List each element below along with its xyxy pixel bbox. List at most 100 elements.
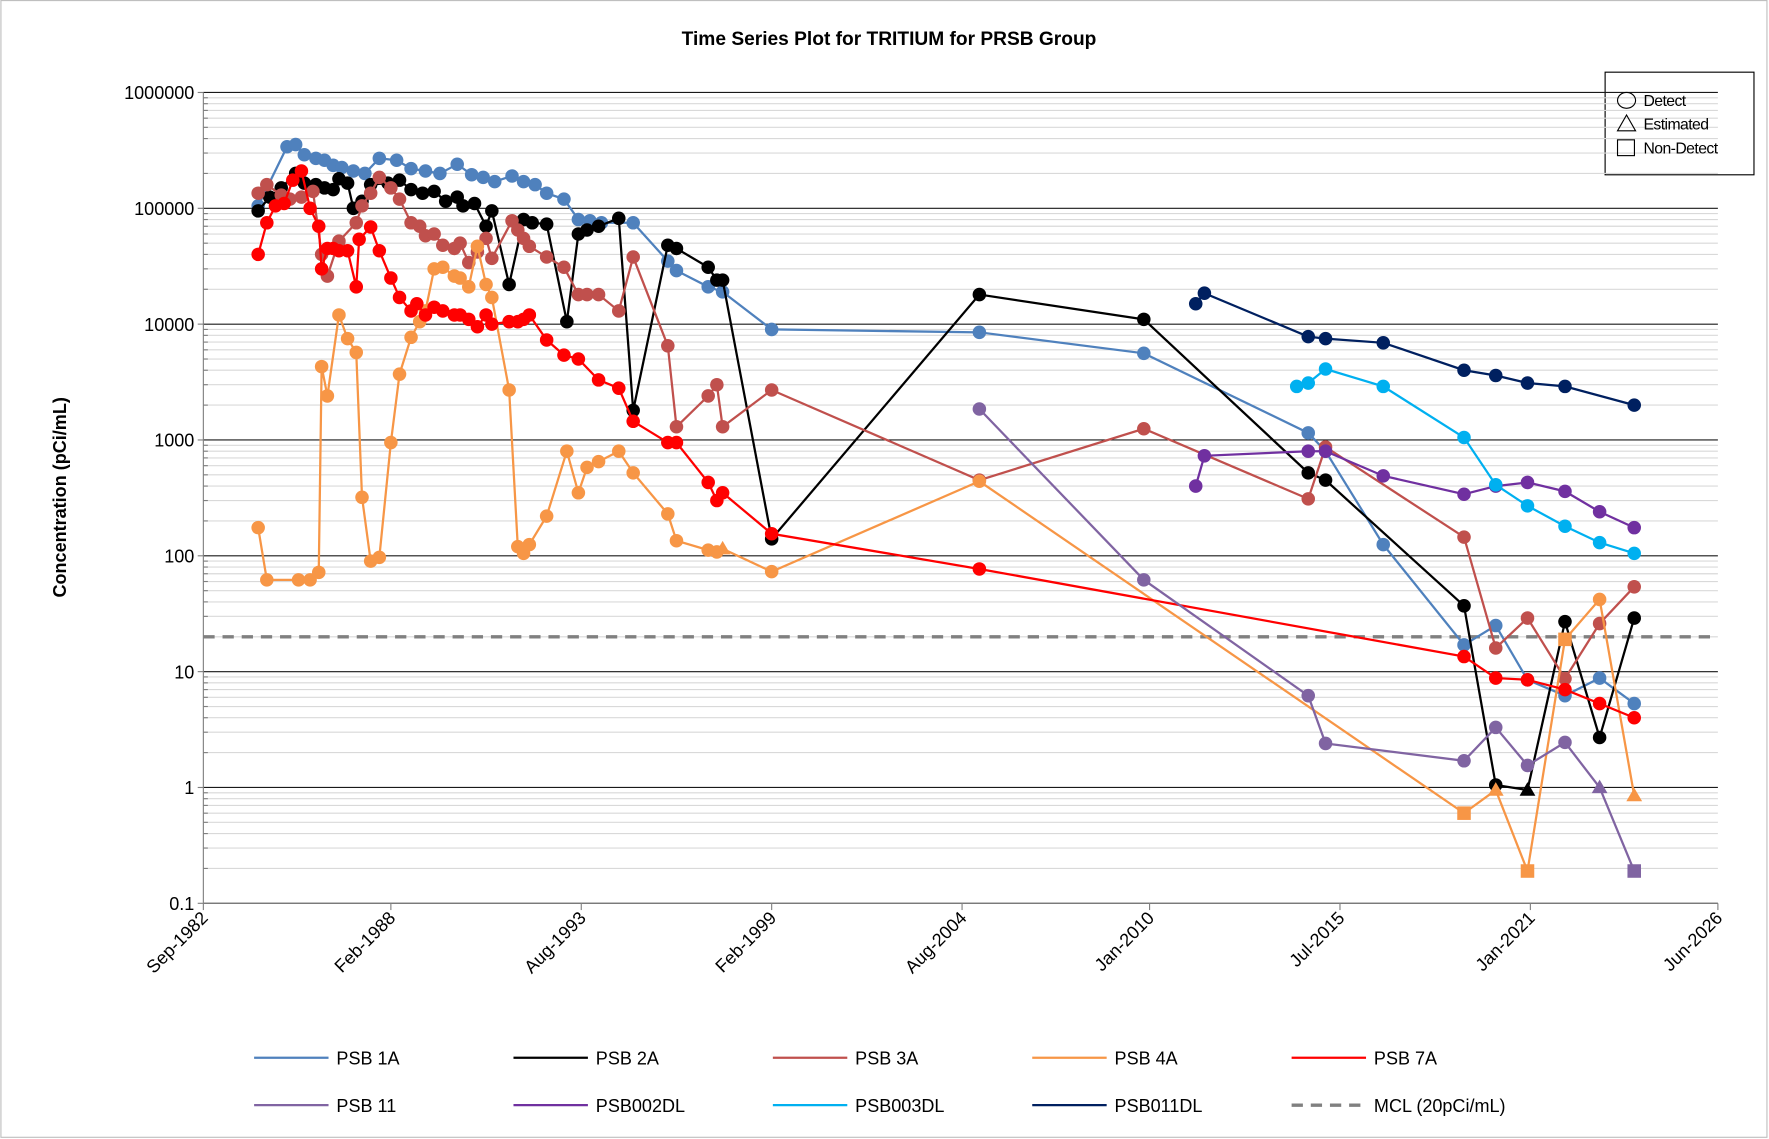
marker-detect <box>1627 580 1641 594</box>
marker-detect <box>404 330 418 345</box>
chart-title: Time Series Plot for TRITIUM for PRSB Gr… <box>682 29 1097 50</box>
marker-detect <box>1301 426 1316 440</box>
marker-detect <box>1558 682 1572 697</box>
marker-estimated <box>714 540 731 555</box>
marker-detect <box>314 262 329 276</box>
y-axis-title: Concentration (pCi/mL) <box>50 397 70 597</box>
marker-detect <box>453 236 467 250</box>
marker-detect <box>1488 478 1503 492</box>
marker-detect <box>612 381 626 395</box>
marker-detect <box>372 243 387 258</box>
series <box>251 164 1641 725</box>
marker-detect <box>1301 492 1316 506</box>
marker-detect <box>438 194 453 209</box>
marker-detect <box>476 170 490 185</box>
marker-detect <box>392 367 407 381</box>
marker-non-detect <box>1558 632 1572 647</box>
legend-label: PSB002DL <box>596 1096 685 1116</box>
marker-detect <box>314 359 329 374</box>
marker-detect <box>291 573 306 587</box>
marker-detect <box>591 287 606 302</box>
marker-detect <box>701 389 715 403</box>
marker-detect <box>340 176 355 190</box>
legend-label: PSB 3A <box>855 1049 918 1069</box>
marker-detect <box>384 435 398 450</box>
marker-detect <box>479 277 493 292</box>
marker-detect <box>1592 504 1607 519</box>
marker-detect <box>363 220 378 234</box>
marker-detect <box>669 241 684 256</box>
marker-detect <box>355 199 369 213</box>
marker-detect <box>436 238 450 252</box>
marker-detect <box>251 520 265 535</box>
marker-detect <box>972 402 987 416</box>
marker-detect <box>539 217 554 231</box>
marker-detect <box>456 199 470 213</box>
marker-detect <box>485 290 499 305</box>
marker-detect <box>1488 618 1503 633</box>
marker-detect <box>1376 469 1391 483</box>
marker-detect <box>1520 673 1535 687</box>
marker-detect <box>1197 286 1212 300</box>
marker-non-detect <box>1457 806 1471 820</box>
marker-detect <box>764 383 779 397</box>
marker-detect <box>1318 736 1333 751</box>
marker-detect <box>251 204 265 218</box>
marker-detect <box>461 280 476 294</box>
y-tick-label: 1 <box>184 778 194 798</box>
marker-detect <box>286 173 300 187</box>
marker-estimated <box>1487 782 1504 796</box>
marker-detect <box>1457 638 1471 652</box>
marker-detect <box>522 308 537 322</box>
marker-detect <box>580 460 594 475</box>
marker-legend-label: Non-Detect <box>1643 140 1718 157</box>
marker-detect <box>701 475 715 490</box>
marker-detect <box>294 164 309 178</box>
marker-detect <box>571 212 586 227</box>
marker-detect <box>352 232 366 247</box>
marker-detect <box>539 509 554 523</box>
marker-detect <box>1318 331 1333 346</box>
marker-detect <box>392 192 407 206</box>
marker-detect <box>502 277 516 292</box>
marker-detect <box>303 201 317 216</box>
marker-detect <box>715 486 730 500</box>
marker-detect <box>710 377 724 392</box>
marker-legend-label: Estimated <box>1643 117 1708 134</box>
marker-detect <box>1558 379 1572 394</box>
marker-non-detect <box>1520 864 1535 878</box>
series <box>1188 286 1641 412</box>
marker-detect <box>571 486 586 500</box>
marker-detect <box>1520 611 1535 625</box>
marker-detect <box>1301 688 1316 703</box>
marker-detect <box>591 373 606 387</box>
marker-detect <box>1318 473 1333 487</box>
marker-detect <box>669 420 684 434</box>
marker-detect <box>392 290 407 305</box>
marker-detect <box>418 164 433 178</box>
marker-detect <box>1592 730 1607 745</box>
marker-detect <box>972 474 987 489</box>
marker-detect <box>1197 449 1212 463</box>
marker-detect <box>1592 671 1607 685</box>
marker-detect <box>1457 487 1471 502</box>
marker-detect <box>1301 376 1316 390</box>
marker-detect <box>1520 475 1535 490</box>
marker-detect <box>349 280 364 294</box>
marker-detect <box>335 160 349 175</box>
marker-detect <box>479 231 493 246</box>
marker-detect <box>626 466 640 480</box>
marker-detect <box>1376 379 1391 394</box>
marker-detect <box>591 454 606 469</box>
marker-detect <box>479 219 493 234</box>
marker-detect <box>372 151 387 166</box>
marker-detect <box>1592 696 1607 711</box>
marker-detect <box>505 169 519 183</box>
marker-detect <box>539 333 554 347</box>
marker-detect <box>591 219 606 234</box>
marker-detect <box>560 314 574 329</box>
marker-detect <box>1627 546 1641 561</box>
marker-detect <box>557 192 571 206</box>
series-line <box>1296 367 1635 555</box>
